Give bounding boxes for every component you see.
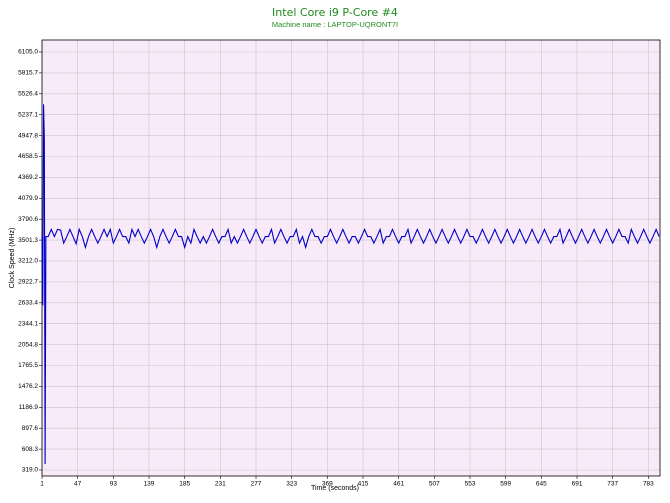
- x-tick-label: 691: [572, 481, 583, 488]
- y-tick-label: 4369.2: [18, 174, 38, 181]
- y-tick-label: 1765.5: [18, 362, 38, 369]
- y-tick-label: 897.6: [22, 425, 39, 432]
- y-axis-label: Clock Speed (MHz): [9, 228, 16, 289]
- chart-title: Intel Core i9 P-Core #4: [272, 6, 398, 19]
- y-tick-label: 4079.9: [18, 195, 38, 202]
- y-tick-label: 2633.4: [18, 300, 38, 307]
- y-tick-label: 4658.5: [18, 153, 38, 160]
- y-tick-label: 5815.7: [18, 70, 38, 77]
- y-tick-label: 4947.8: [18, 132, 38, 139]
- x-tick-label: 507: [429, 481, 440, 488]
- x-tick-label: 369: [322, 481, 333, 488]
- x-tick-label: 783: [643, 481, 654, 488]
- chart-subtitle: Machine name : LAPTOP-UQRONT7I: [272, 20, 398, 29]
- plot-area: [42, 40, 660, 476]
- x-tick-label: 645: [536, 481, 547, 488]
- x-tick-label: 415: [358, 481, 369, 488]
- x-tick-label: 47: [74, 481, 82, 488]
- x-tick-label: 93: [110, 481, 118, 488]
- x-tick-label: 461: [393, 481, 404, 488]
- y-tick-label: 608.3: [22, 446, 39, 453]
- x-tick-label: 1: [40, 481, 44, 488]
- x-tick-label: 599: [500, 481, 511, 488]
- y-tick-label: 5526.4: [18, 91, 38, 98]
- y-tick-label: 5237.1: [18, 111, 38, 118]
- x-axis-label: Time (seconds): [311, 485, 359, 492]
- y-tick-label: 6105.0: [18, 49, 38, 56]
- x-tick-label: 139: [144, 481, 155, 488]
- y-tick-label: 2344.1: [18, 320, 38, 327]
- x-tick-label: 277: [251, 481, 262, 488]
- y-tick-label: 1186.9: [19, 404, 39, 411]
- y-tick-label: 3501.3: [18, 237, 38, 244]
- y-tick-label: 1476.2: [18, 383, 38, 390]
- x-tick-label: 231: [215, 481, 226, 488]
- data-line: [41, 104, 660, 465]
- x-tick-label: 323: [286, 481, 297, 488]
- x-tick-label: 553: [465, 481, 476, 488]
- x-tick-label: 185: [179, 481, 190, 488]
- y-tick-label: 319.0: [22, 467, 39, 474]
- y-tick-label: 3790.6: [18, 216, 38, 223]
- x-tick-label: 737: [607, 481, 618, 488]
- y-tick-label: 2922.7: [18, 279, 38, 286]
- y-tick-label: 3212.0: [18, 258, 38, 265]
- y-tick-label: 2054.8: [18, 341, 38, 348]
